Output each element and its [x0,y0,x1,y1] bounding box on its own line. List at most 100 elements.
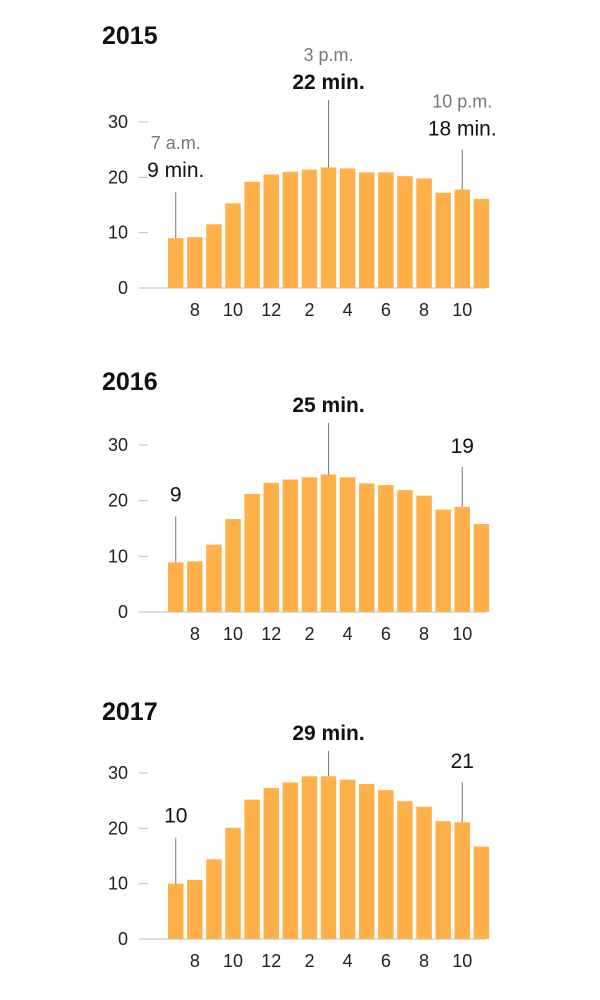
bar [206,859,222,939]
bar [282,479,299,612]
y-tick-label: 30 [108,763,128,783]
bar [378,172,394,288]
bar [225,519,241,612]
bar [168,562,184,612]
bar [263,482,279,612]
chart-title: 2015 [102,22,158,50]
bar [359,172,375,288]
bar [454,822,470,939]
x-tick-label: 6 [381,951,391,971]
y-tick-label: 20 [108,491,128,511]
bar [320,167,337,288]
bar [187,561,203,612]
x-tick-label: 12 [261,951,281,971]
x-tick-label: 4 [343,300,353,320]
bar [397,176,413,288]
annotation-value-label: 9 [170,483,182,506]
x-tick-label: 2 [304,300,314,320]
bar [416,495,432,612]
bar [454,506,470,612]
annotation-value-label: 29 min. [292,722,364,745]
annotation-time-label: 7 a.m. [151,133,201,153]
bar [244,493,260,612]
bar [206,544,222,612]
y-tick-label: 30 [108,435,128,455]
bar [244,181,260,288]
x-tick-label: 10 [452,300,472,320]
x-tick-label: 10 [223,624,243,644]
bar [225,203,241,288]
bar [359,784,375,939]
x-tick-label: 2 [304,624,314,644]
bar [435,821,451,939]
bar [187,879,203,939]
annotation-value-label: 25 min. [292,394,364,417]
bar [473,524,490,612]
bar [282,782,299,939]
bar-chart-2015: 0 10 20 30 8 10 12 2 4 6 8 10 7 a.m. 9 min. 3 p.m. 22 m… [108,45,497,320]
bar [320,474,337,612]
bar [397,490,413,612]
bar [320,776,337,939]
bar [187,237,203,288]
annotation-value-label: 10 [164,805,187,828]
x-tick-label: 2 [304,951,314,971]
bar [397,801,413,939]
bar [473,846,490,939]
x-tick-label: 10 [223,300,243,320]
annotation-time-label: 10 p.m. [432,92,492,112]
bar [263,174,279,288]
bar [473,198,490,288]
bar [301,169,318,288]
x-tick-label: 6 [381,300,391,320]
x-tick-label: 10 [452,951,472,971]
x-tick-label: 8 [190,300,200,320]
y-tick-label: 0 [118,602,128,622]
bar [359,483,375,612]
x-tick-label: 8 [419,951,429,971]
bar [225,827,241,939]
bar [206,224,222,288]
x-tick-label: 8 [190,951,200,971]
bar [454,189,470,288]
annotation-value-label: 21 [451,750,474,773]
bar-chart-2017: 0 10 20 30 8 10 12 2 4 6 8 10 10 29 min. 21 [108,722,490,971]
bar [168,238,184,288]
chart-title: 2016 [102,368,158,396]
y-tick-label: 10 [108,223,128,243]
bar [339,477,356,612]
annotation-value-label: 9 min. [147,159,204,182]
bar [301,477,318,612]
bar [282,171,299,288]
y-tick-label: 20 [108,818,128,838]
annotation-value-label: 19 [451,435,474,458]
y-tick-label: 30 [108,112,128,132]
bar [339,168,356,288]
x-tick-label: 8 [190,624,200,644]
bar [378,485,394,612]
bar [339,779,356,939]
x-tick-label: 10 [452,624,472,644]
y-tick-label: 0 [118,278,128,298]
x-tick-label: 8 [419,300,429,320]
bar [168,883,184,939]
bar-chart-2016: 0 10 20 30 8 10 12 2 4 6 8 10 9 25 min. 19 [108,394,490,644]
y-tick-label: 0 [118,929,128,949]
bar [435,509,451,612]
x-tick-label: 12 [261,300,281,320]
bar [435,192,451,288]
x-tick-label: 6 [381,624,391,644]
bar [416,178,432,288]
x-tick-label: 8 [419,624,429,644]
bar [378,790,394,939]
annotation-value-label: 18 min. [428,118,497,141]
bar [263,787,279,939]
y-tick-label: 10 [108,874,128,894]
chart-title: 2017 [102,698,158,726]
x-tick-label: 10 [223,951,243,971]
bar [301,776,318,939]
y-tick-label: 20 [108,167,128,187]
annotation-value-label: 22 min. [292,71,364,94]
bar [244,799,260,939]
x-tick-label: 4 [343,624,353,644]
